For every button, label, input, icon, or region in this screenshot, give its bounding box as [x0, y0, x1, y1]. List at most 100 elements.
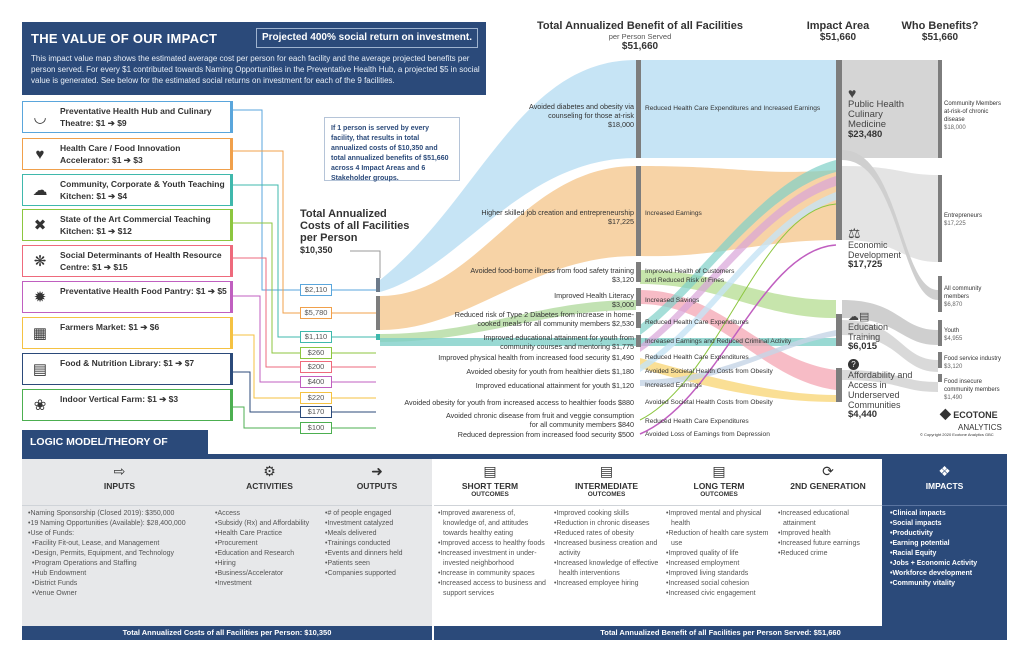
activities-list: •Access •Subsidy (Rx) and Affordability …	[215, 510, 310, 587]
cost-box: $220	[300, 392, 332, 404]
book-icon: ▤	[32, 361, 48, 378]
facility-card: ▤ Food & Nutrition Library: $1 ➔ $7	[22, 353, 233, 385]
facility-card: ♥ Health Care / Food Innovation Accelera…	[22, 138, 233, 170]
short-term-column: ▤ SHORT TERM OUTCOMES	[434, 459, 546, 498]
stakeholder-label: Youth $4,955	[944, 328, 963, 342]
benefits-header: Total Annualized Benefit of all Faciliti…	[537, 20, 743, 52]
mortar-bowl-icon: ◡	[33, 109, 47, 126]
impacts-list: •Clinical impacts •Social impacts •Produ…	[890, 510, 978, 587]
benefit-label: Avoided chronic disease from fruit and v…	[445, 411, 634, 429]
benefit-label: Avoided food-borne illness from food saf…	[470, 266, 634, 284]
benefit-outcome: Reduced Health Care Expenditures	[645, 418, 749, 425]
bar-chart-icon: ▤	[712, 463, 726, 479]
cost-box: $170	[300, 406, 332, 418]
ecotone-logo: ◆ ECOTONE ANALYTICS © Copyright 2020 Eco…	[920, 405, 1002, 437]
cost-box: $1,110	[300, 331, 332, 343]
benefit-label: Avoided diabetes and obesity via counsel…	[529, 102, 634, 129]
logic-model-costs-panel: ⇨ INPUTS •Naming Sponsorship (Closed 201…	[22, 459, 432, 626]
question-bubble-icon: ?	[848, 359, 859, 370]
facility-card: ❋ Social Determinants of Health Resource…	[22, 245, 233, 277]
benefit-outcome: Reduced Health Care Expenditures	[645, 354, 749, 361]
footer-costs: Total Annualized Costs of all Facilities…	[22, 626, 432, 640]
inputs-list: •Naming Sponsorship (Closed 2019): $350,…	[28, 510, 186, 597]
chef-hat-icon: ☁	[32, 182, 48, 199]
diamond-target-icon: ❖	[938, 463, 951, 479]
info-box: If 1 person is served by every facility,…	[324, 117, 460, 182]
doctor-heart-icon: ♥	[848, 85, 857, 101]
utensils-icon: ✖	[33, 217, 47, 234]
logic-model-divider	[22, 454, 1007, 459]
benefit-label: Improved physical health from increased …	[438, 353, 634, 362]
diamond-logo-icon: ◆	[940, 405, 951, 421]
benefit-outcome: Improved Health of Customers and Reduced…	[645, 268, 735, 284]
benefit-label: Improved educational attainment for yout…	[483, 333, 634, 351]
stakeholder-label: All community members $6,870	[944, 286, 982, 308]
intermediate-column: ▤ INTERMEDIATE OUTCOMES	[549, 459, 664, 498]
benefit-outcome: Avoided Societal Health Costs from Obesi…	[645, 368, 773, 375]
benefit-label: Avoided obesity for youth from increased…	[404, 398, 634, 407]
second-gen-column: ⟳ 2ND GENERATION	[774, 459, 882, 491]
benefit-outcome: Reduced Health Care Expenditures and Inc…	[645, 105, 821, 112]
activities-column: ⚙ ACTIVITIES	[217, 459, 322, 491]
short-term-list: •Improved awareness of, knowledge of, an…	[438, 510, 546, 597]
outputs-list: •# of people engaged •Investment catalyz…	[325, 510, 403, 577]
second-gen-list: •Increased educational attainment •Impro…	[778, 510, 860, 557]
impact-area-public-health: ♥ Public Health Culinary Medicine $23,48…	[848, 85, 904, 140]
header-description: This impact value map shows the estimate…	[31, 54, 480, 85]
bar-chart-icon: ▤	[483, 463, 497, 479]
header-panel: THE VALUE OF OUR IMPACT Projected 400% s…	[22, 22, 486, 95]
costs-total: $10,350	[300, 245, 333, 255]
logic-model-title: LOGIC MODEL/THEORY OF CHANGE	[22, 430, 208, 472]
bar-chart-icon: ▤	[599, 463, 614, 479]
benefit-outcome: Avoided Loss of Earnings from Depression	[645, 431, 770, 438]
cost-box: $260	[300, 347, 332, 359]
chef-book-icon: ☁▤	[848, 311, 870, 323]
outputs-column: ➜ OUTPUTS	[327, 459, 427, 491]
inputs-column: ⇨ INPUTS	[22, 459, 217, 491]
plant-icon: ❀	[33, 397, 47, 414]
impact-area-header: Impact Area $51,660	[806, 20, 870, 43]
network-icon: ❋	[33, 253, 47, 270]
sankey-flows	[233, 60, 942, 435]
benefit-label: Improved educational attainment for yout…	[475, 381, 634, 390]
cost-box: $200	[300, 361, 332, 373]
facility-card: ❀ Indoor Vertical Farm: $1 ➔ $3	[22, 389, 233, 421]
benefit-outcome: Increased Earnings	[645, 382, 702, 389]
stakeholder-label: Community Members at-risk-of chronic dis…	[944, 101, 1002, 131]
impact-area-education: ☁▤ Education Training $6,015	[848, 311, 889, 352]
impacts-column: ❖ IMPACTS	[882, 459, 1007, 491]
impact-area-economic-dev: ⚖ Economic Development $17,725	[848, 225, 902, 270]
market-stall-icon: ▦	[32, 325, 48, 342]
facility-card: ✹ Preventative Health Food Pantry: $1 ➔ …	[22, 281, 233, 313]
logic-model-outcomes-panel: ▤ SHORT TERM OUTCOMES •Improved awarenes…	[434, 459, 882, 626]
cost-box: $400	[300, 376, 332, 388]
cost-box: $100	[300, 422, 332, 434]
cost-box: $2,110	[300, 284, 332, 296]
facility-card: ▦ Farmers Market: $1 ➔ $6	[22, 317, 233, 349]
cost-box: $5,780	[300, 307, 332, 319]
benefit-label: Reduced depression from increased food s…	[457, 430, 634, 439]
benefit-outcome: Increased Earnings	[645, 210, 702, 217]
benefit-outcome: Avoided Societal Health Costs from Obesi…	[645, 399, 773, 406]
footer-benefits: Total Annualized Benefit of all Faciliti…	[434, 626, 1007, 640]
stakeholder-label: Food insecure community members $1,490	[944, 379, 1000, 401]
pulse-icon: ⚙	[263, 463, 276, 479]
benefit-label: Avoided obesity for youth from healthier…	[466, 367, 634, 376]
who-benefits-header: Who Benefits? $51,660	[901, 20, 979, 43]
benefit-outcome: Reduced Health Care Expenditures	[645, 319, 749, 326]
long-term-column: ▤ LONG TERM OUTCOMES	[664, 459, 774, 498]
benefit-outcome: Increased Earnings and Reduced Criminal …	[645, 338, 792, 345]
facility-card: ☁ Community, Corporate & Youth Teaching …	[22, 174, 233, 206]
benefit-label: Improved Health Literacy $3,000	[554, 291, 634, 309]
costs-title: Total Annualized Costs of all Facilities…	[300, 208, 410, 244]
sign-in-icon: ⇨	[113, 463, 126, 479]
stakeholder-label: Entrepreneurs $17,225	[944, 213, 983, 227]
cycle-two-icon: ⟳	[822, 463, 834, 479]
impacts-panel: ❖ IMPACTS •Clinical impacts •Social impa…	[882, 459, 1007, 626]
benefit-outcome: Increased Savings	[645, 297, 700, 304]
long-term-list: •Improved mental and physical health •Re…	[666, 510, 769, 597]
heart-innovation-icon: ♥	[35, 146, 45, 163]
stakeholder-label: Food service industry $3,120	[944, 356, 1002, 370]
impact-area-affordability: ? Affordability and Access in Underserve…	[848, 359, 913, 420]
benefit-label: Higher skilled job creation and entrepre…	[481, 208, 634, 226]
